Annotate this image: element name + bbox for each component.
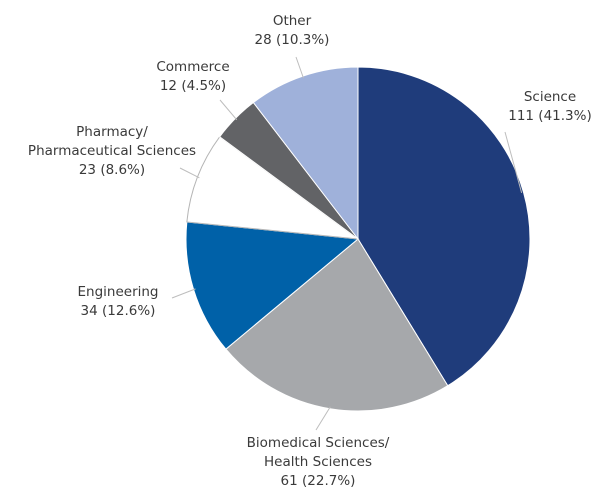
category-label: Biomedical Sciences/Health Sciences — [247, 435, 390, 470]
pie-slice — [225, 238, 449, 412]
leader-line — [504, 131, 523, 194]
leader-line — [219, 99, 238, 121]
value-label: 61 (22.7%) — [281, 473, 356, 487]
value-label: 28 (10.3%) — [255, 32, 330, 48]
category-label: Engineering — [78, 284, 159, 300]
value-label: 12 (4.5%) — [160, 78, 226, 94]
value-label: 111 (41.3%) — [508, 108, 591, 124]
leader-line — [315, 406, 331, 431]
leader-line — [179, 167, 200, 179]
leader-line — [295, 56, 304, 79]
category-label: Commerce — [156, 59, 229, 75]
category-label: Pharmacy/Pharmaceutical Sciences — [28, 124, 196, 159]
pie-slice — [357, 66, 531, 387]
value-label: 34 (12.6%) — [81, 303, 156, 319]
category-label: Other — [273, 13, 312, 29]
category-label: Science — [524, 89, 576, 105]
leader-line — [171, 288, 196, 299]
value-label: 23 (8.6%) — [79, 162, 145, 178]
